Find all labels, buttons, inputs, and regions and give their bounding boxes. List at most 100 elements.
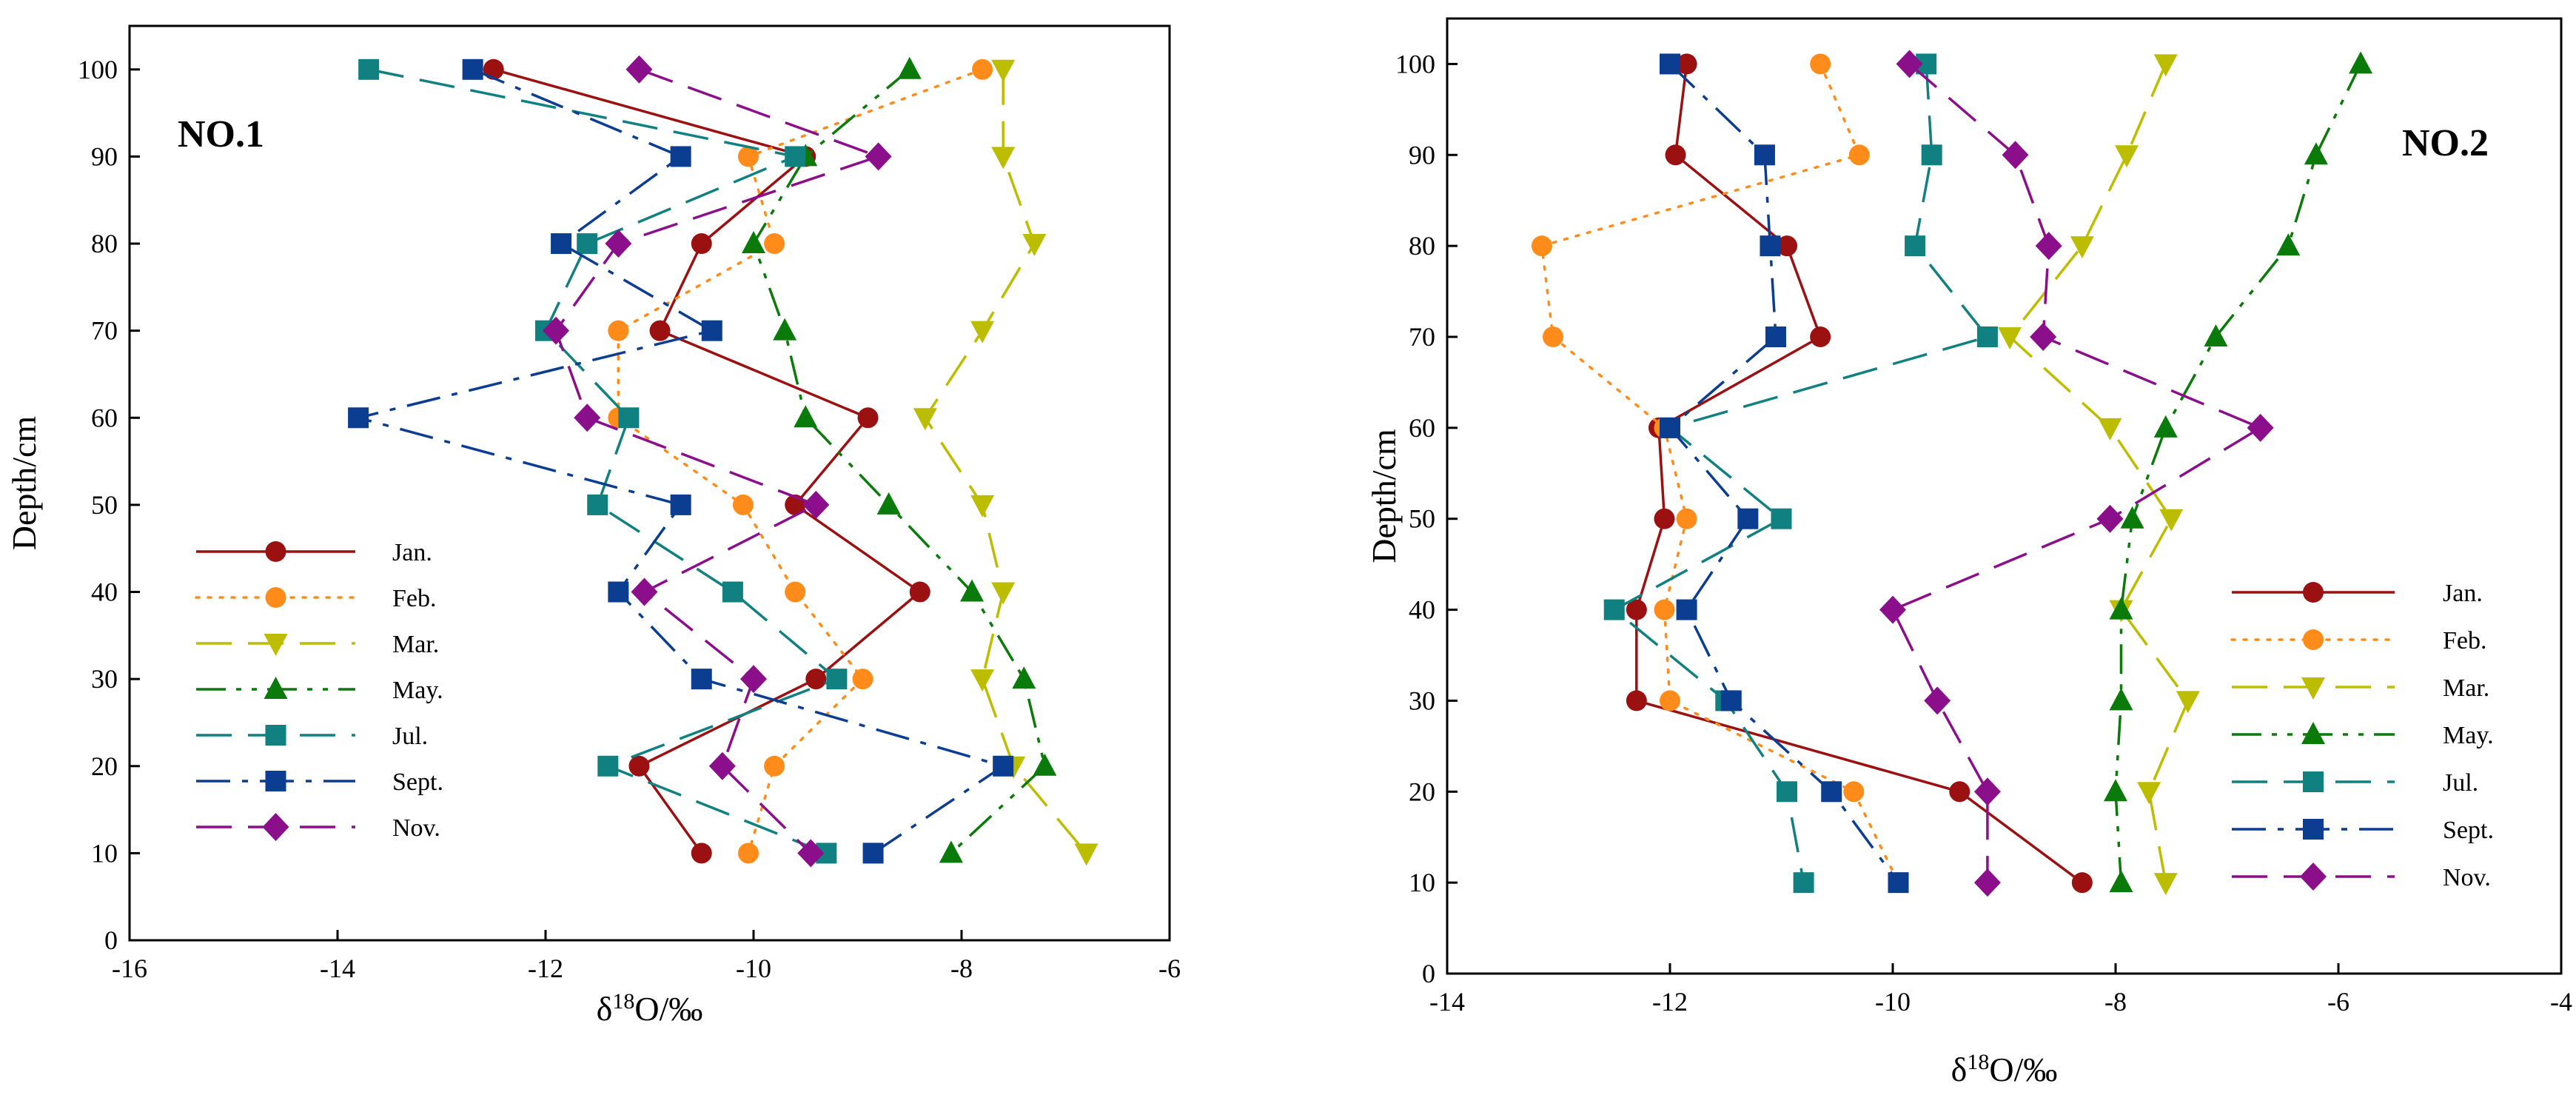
data-point-mar bbox=[913, 408, 937, 431]
data-point-nov bbox=[740, 665, 767, 694]
series-may bbox=[2104, 51, 2373, 893]
data-point-jul bbox=[1921, 144, 1942, 166]
legend-entry-jan: Jan. bbox=[196, 539, 432, 566]
legend-marker bbox=[2300, 863, 2327, 891]
legend-label: Jul. bbox=[392, 723, 428, 750]
y-tick-label: 50 bbox=[1409, 504, 1435, 534]
legend-label: Sept. bbox=[392, 768, 443, 796]
y-tick-label: 90 bbox=[91, 141, 118, 171]
data-point-jan bbox=[1665, 144, 1686, 166]
data-point-mar bbox=[1022, 234, 1047, 257]
data-point-sept bbox=[862, 843, 884, 864]
data-point-nov bbox=[1879, 595, 1906, 624]
data-point-jul bbox=[358, 58, 380, 80]
data-point-mar bbox=[2159, 509, 2184, 532]
plot-frame bbox=[1446, 17, 2563, 975]
data-point-jan bbox=[1810, 327, 1831, 347]
data-point-mar bbox=[2070, 236, 2094, 259]
data-point-nov bbox=[625, 55, 653, 84]
data-point-sept bbox=[691, 669, 712, 690]
legend-marker bbox=[2303, 582, 2324, 603]
y-tick-label: 90 bbox=[1409, 140, 1435, 170]
legend-marker bbox=[2301, 722, 2325, 744]
y-tick-label: 60 bbox=[1409, 413, 1435, 443]
y-tick-label: 10 bbox=[1409, 868, 1435, 897]
series-line-jul bbox=[368, 68, 839, 855]
y-tick-label: 100 bbox=[1395, 49, 1435, 78]
data-point-jul bbox=[1777, 781, 1798, 803]
y-tick-label: 100 bbox=[78, 55, 118, 84]
legend-label: Jan. bbox=[392, 539, 432, 566]
legend-marker bbox=[265, 587, 286, 608]
data-point-sept bbox=[462, 58, 483, 80]
legend-entry-feb: Feb. bbox=[195, 585, 437, 612]
x-tick-label: -6 bbox=[1158, 954, 1181, 983]
series-line-mar bbox=[924, 69, 1087, 854]
series-nov bbox=[543, 55, 892, 868]
data-point-sept bbox=[1821, 781, 1842, 803]
data-point-mar bbox=[2153, 873, 2178, 896]
data-point-nov bbox=[1924, 686, 1951, 715]
series-line-jan bbox=[493, 68, 922, 854]
data-point-jan bbox=[483, 58, 504, 80]
data-point-jan bbox=[691, 843, 712, 864]
chart-panel-1: -16 -14 -12 -10 -8 -6 0 10 20 30 40 50 60 70 80 90 100 δ1… bbox=[5, 24, 1181, 1028]
data-point-may bbox=[773, 318, 797, 341]
data-point-jul bbox=[722, 581, 743, 603]
x-tick-label: -16 bbox=[112, 954, 147, 983]
data-point-mar bbox=[970, 321, 995, 344]
legend-label: Mar. bbox=[2443, 674, 2489, 702]
series-mar bbox=[913, 59, 1099, 866]
data-point-jan bbox=[1626, 690, 1647, 711]
data-point-sept bbox=[1765, 327, 1786, 347]
x-tick-label: -8 bbox=[950, 954, 973, 983]
legend-marker bbox=[2301, 677, 2325, 700]
data-point-feb bbox=[1531, 235, 1552, 257]
series-mar bbox=[1998, 54, 2200, 896]
data-point-jan bbox=[805, 669, 827, 690]
legend-marker bbox=[264, 634, 288, 656]
series-line-feb bbox=[1540, 62, 1900, 884]
data-point-jul bbox=[1905, 235, 1926, 257]
legend-label: Sept. bbox=[2443, 817, 2494, 844]
data-point-feb bbox=[785, 581, 806, 603]
data-point-may bbox=[2109, 597, 2133, 620]
panel-title: NO.1 bbox=[178, 113, 264, 155]
data-point-may bbox=[1012, 666, 1036, 689]
data-point-sept bbox=[551, 233, 572, 255]
legend-label: Jul. bbox=[2443, 769, 2478, 797]
data-point-nov bbox=[2030, 323, 2057, 351]
legend-marker bbox=[2303, 819, 2324, 840]
y-tick-label: 20 bbox=[91, 751, 118, 781]
data-point-jan bbox=[857, 407, 879, 429]
data-point-may bbox=[960, 579, 985, 602]
legend-entry-jul: Jul. bbox=[2232, 769, 2478, 797]
series-jul bbox=[1603, 53, 1998, 894]
legend-entry-feb: Feb. bbox=[2230, 627, 2487, 654]
data-point-nov bbox=[574, 403, 601, 432]
data-point-jul bbox=[1793, 872, 1814, 894]
data-point-jan bbox=[909, 581, 930, 603]
y-tick-label: 80 bbox=[91, 229, 118, 258]
data-point-jul bbox=[826, 669, 848, 690]
series-line-feb bbox=[617, 68, 984, 855]
x-tick-label: -12 bbox=[528, 954, 563, 983]
legend-label: May. bbox=[392, 677, 443, 704]
data-point-may bbox=[2120, 506, 2144, 529]
data-point-mar bbox=[2153, 54, 2178, 77]
data-point-may bbox=[2153, 415, 2178, 438]
y-tick-label: 70 bbox=[1409, 322, 1435, 352]
series-line-jan bbox=[1635, 64, 2083, 884]
data-point-sept bbox=[993, 755, 1014, 777]
series-feb bbox=[608, 58, 993, 864]
data-point-may bbox=[2109, 870, 2133, 893]
data-point-feb bbox=[852, 669, 873, 690]
data-point-sept bbox=[1660, 417, 1680, 438]
data-point-jan bbox=[649, 320, 671, 341]
legend-entry-nov: Nov. bbox=[2232, 863, 2491, 891]
legend-entry-nov: Nov. bbox=[196, 813, 440, 842]
y-tick-label: 0 bbox=[104, 925, 118, 955]
data-point-nov bbox=[2096, 504, 2124, 533]
data-point-sept bbox=[670, 494, 691, 515]
